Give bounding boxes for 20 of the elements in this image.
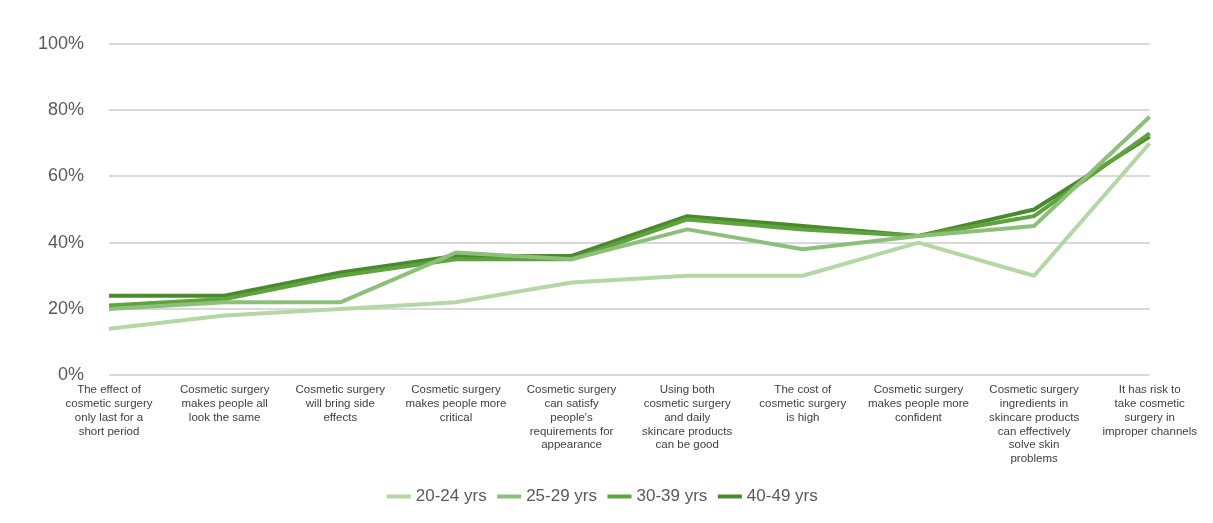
- x-tick-label: Cosmetic surgery can satisfy people's requirements for appearance: [526, 383, 617, 451]
- legend-label: 25-29 yrs: [526, 486, 598, 506]
- x-tick-label: Cosmetic surgery ingredients in skincare products can effectively solve skin problems: [989, 383, 1080, 465]
- x-tick-label: Cosmetic surgery makes people more confident: [867, 383, 969, 423]
- legend-label: 20-24 yrs: [415, 486, 487, 506]
- y-tick-label: 0%: [58, 364, 85, 385]
- x-tick-label: Cosmetic surgery will bring side effects: [295, 383, 386, 423]
- x-tick-label: The cost of cosmetic surgery is high: [759, 383, 847, 423]
- y-tick-label: 100%: [37, 32, 85, 53]
- y-tick-label: 20%: [48, 297, 85, 318]
- y-tick-label: 40%: [48, 231, 85, 252]
- y-tick-label: 80%: [48, 99, 85, 120]
- x-tick-label: It has risk to take cosmetic surgery in improper channels: [1102, 383, 1198, 437]
- x-tick-label: Cosmetic surgery makes people more critical: [405, 383, 507, 423]
- legend-label: 40-49 yrs: [746, 486, 818, 506]
- x-tick-label: Cosmetic surgery makes people all look the same: [179, 383, 270, 423]
- y-tick-label: 60%: [48, 165, 85, 186]
- x-tick-label: Using both cosmetic surgery and daily skincare products can be good: [642, 383, 733, 451]
- legend-label: 30-39 yrs: [636, 486, 708, 506]
- x-tick-label: The effect of cosmetic surgery only last for a short period: [65, 383, 153, 437]
